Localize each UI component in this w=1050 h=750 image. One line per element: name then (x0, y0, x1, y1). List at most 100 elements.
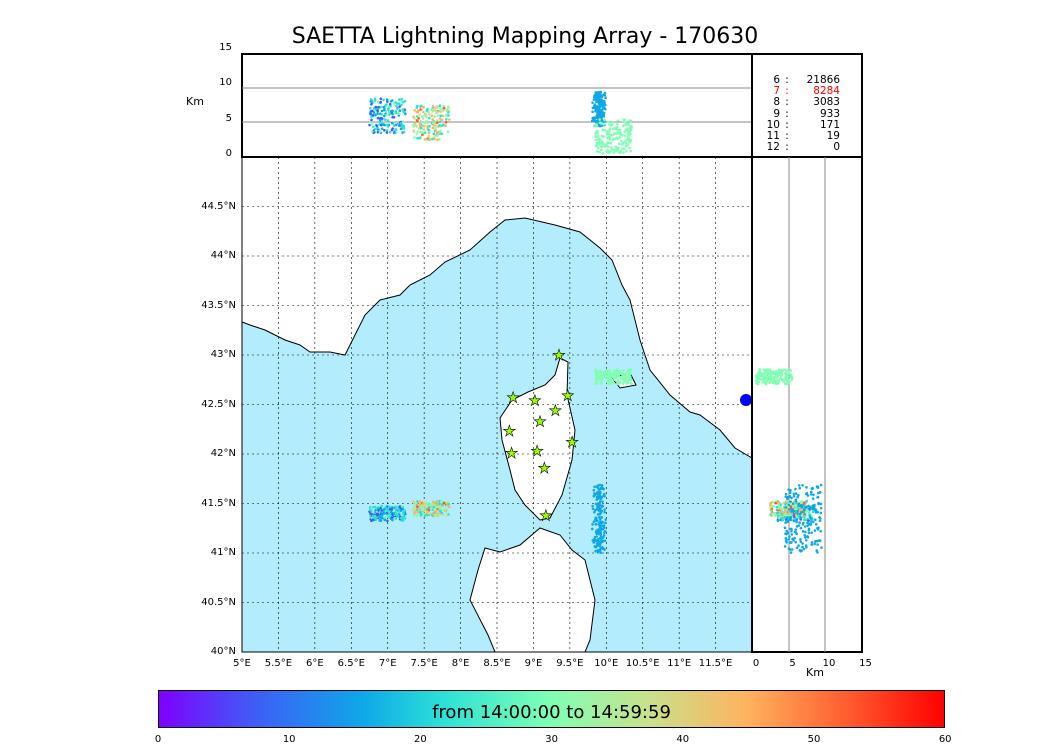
lightning-source (374, 113, 377, 117)
lightning-source (439, 114, 442, 118)
lightning-source (370, 118, 373, 122)
lightning-source (797, 544, 800, 547)
lightning-source (382, 123, 385, 126)
lightning-source (810, 531, 813, 534)
lightning-source (594, 138, 597, 142)
lightning-source (795, 546, 799, 550)
lightning-source (372, 514, 376, 518)
lightning-source (596, 496, 600, 499)
lightning-source (435, 505, 439, 509)
lightning-source (819, 483, 823, 487)
lightning-source (755, 379, 758, 383)
lightning-source (787, 380, 790, 383)
lightning-source (820, 546, 823, 549)
lightning-source (376, 514, 379, 517)
lightning-source (592, 520, 596, 524)
lightning-source (592, 510, 596, 514)
lightning-source (385, 103, 388, 106)
lightning-source (597, 515, 601, 519)
lightning-source (596, 502, 600, 505)
lightning-source (809, 490, 813, 494)
lightning-source (795, 520, 798, 524)
lon-tick: 6°E (306, 658, 324, 669)
lightning-source (622, 118, 626, 121)
lightning-source (435, 134, 439, 138)
lightning-source (591, 101, 594, 104)
lightning-source (419, 105, 422, 108)
lightning-source (819, 529, 823, 533)
lightning-source (812, 493, 815, 497)
lightning-source (417, 109, 420, 112)
lightning-source (423, 131, 427, 134)
lon-tick: 7.5°E (410, 658, 438, 669)
lightning-source (800, 500, 803, 504)
lightning-source (377, 508, 380, 512)
lightning-source (440, 500, 443, 504)
lightning-source (622, 151, 625, 154)
lightning-source (786, 369, 789, 373)
lightning-source (398, 105, 401, 108)
lightning-source (627, 137, 631, 141)
lightning-source (789, 491, 792, 495)
lightning-source (801, 530, 805, 533)
lightning-source (431, 105, 435, 108)
lightning-source (795, 504, 798, 507)
lightning-source (813, 542, 816, 546)
lightning-source (807, 528, 811, 532)
lightning-source (435, 105, 439, 108)
lightning-source (813, 518, 817, 521)
lightning-source (806, 535, 809, 538)
lightning-source (370, 102, 373, 106)
lightning-source (782, 511, 785, 515)
legend-sep: : (785, 85, 789, 98)
legend-count: 933 (819, 107, 840, 120)
lightning-source (438, 117, 442, 120)
lightning-source (787, 537, 791, 541)
lightning-source (772, 372, 775, 375)
lightning-source (421, 133, 424, 136)
lightning-source (795, 518, 798, 521)
lightning-source (785, 538, 788, 542)
lightning-source (619, 375, 622, 379)
colorbar-tick: 10 (282, 734, 296, 745)
lightning-source (608, 376, 612, 379)
lightning-source (391, 115, 394, 119)
lat-tick: 43.5°N (201, 299, 236, 311)
lightning-source (607, 120, 610, 124)
lightning-source (433, 137, 436, 141)
lightning-source (799, 526, 803, 530)
lightning-source (606, 381, 610, 384)
lightning-source (436, 119, 439, 122)
lightning-source (385, 129, 389, 132)
lightning-source (600, 375, 604, 379)
lightning-source (629, 372, 633, 375)
station-star: ★ (530, 442, 543, 460)
lightning-source (592, 488, 596, 492)
lightning-source (392, 102, 396, 106)
lightning-source (602, 135, 606, 138)
lightning-source (787, 372, 791, 376)
lightning-source (756, 375, 759, 379)
lightning-source (416, 500, 419, 503)
lightning-source (590, 119, 594, 123)
lightning-source (397, 102, 401, 105)
lightning-source (383, 518, 386, 522)
lightning-source (399, 127, 403, 131)
lightning-source (400, 518, 404, 522)
lightning-source (760, 374, 763, 378)
lat-tick: 42.5°N (201, 398, 236, 410)
lightning-source (783, 513, 786, 517)
lightning-source (420, 115, 424, 118)
station-star: ★ (552, 346, 565, 364)
lightning-source (430, 108, 433, 112)
lightning-source (602, 93, 606, 96)
lightning-source (601, 500, 604, 503)
lightning-source (415, 132, 419, 135)
lightning-source (590, 527, 594, 531)
lightning-source (617, 150, 620, 153)
lightning-source (797, 502, 801, 505)
colorbar-label: from 14:00:00 to 14:59:59 (432, 702, 671, 723)
lightning-source (601, 536, 605, 539)
lightning-source (810, 543, 814, 546)
lightning-source (379, 105, 382, 109)
